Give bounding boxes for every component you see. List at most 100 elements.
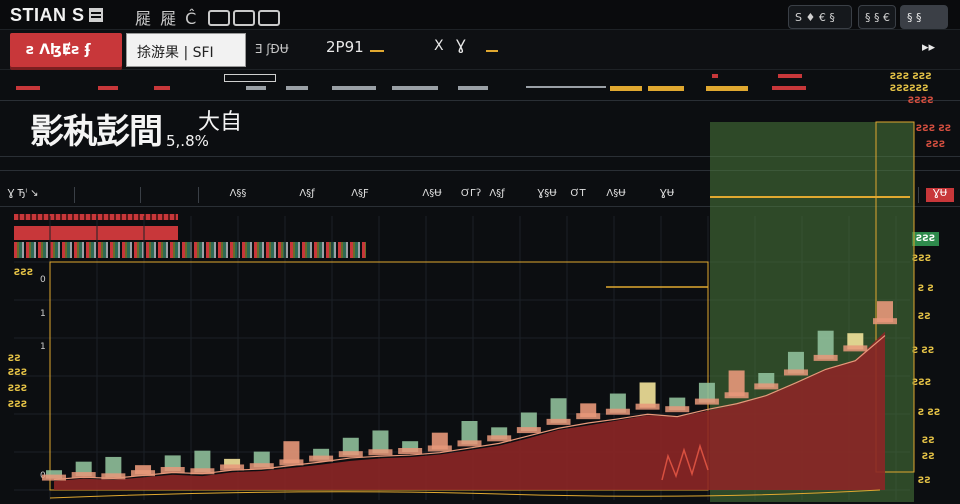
candle	[372, 430, 389, 454]
left-tag: ƧƧƧ	[14, 268, 34, 278]
right-tag: ƧƧƧ	[912, 378, 932, 388]
layout-icon[interactable]	[208, 10, 231, 26]
app-title: STIAN S	[10, 5, 103, 26]
ticker-row	[0, 84, 960, 100]
divider	[0, 100, 960, 101]
band-edge	[710, 196, 910, 198]
candle	[728, 370, 745, 397]
right-tag: ƧƧ	[918, 312, 931, 322]
candle-base	[843, 345, 868, 352]
divider	[0, 170, 960, 171]
tab-item[interactable]: ƠТ	[570, 188, 586, 199]
tab-item[interactable]: Ʌ§§	[229, 188, 247, 199]
candle	[520, 412, 537, 432]
candle	[847, 333, 864, 350]
settings-badge[interactable]: § §	[900, 5, 948, 29]
right-tag: ƧƧƧ ƧƧƧ	[890, 72, 933, 82]
ticker-mark	[286, 86, 308, 90]
top-bar: STIAN S 屣 屣 Ĉ S ♦ € § § § € § §	[0, 0, 960, 30]
ticker-mark	[154, 86, 170, 90]
candle-base	[71, 472, 96, 479]
candle	[313, 448, 330, 460]
candle-base	[694, 398, 719, 405]
ticker-mark	[712, 74, 718, 78]
grid-icon	[88, 8, 103, 22]
ticker-mark	[648, 86, 684, 91]
ticker-mark	[526, 86, 606, 88]
y-tick-label: 1	[40, 309, 46, 319]
filter-button[interactable]	[14, 226, 178, 240]
candle-base	[160, 467, 185, 473]
ticker-mark	[98, 86, 118, 90]
candle-base	[754, 383, 779, 390]
expand-icon[interactable]: ▸▸	[922, 40, 936, 55]
tab-item[interactable]: Ʌ§ƒ	[489, 188, 505, 199]
headline-value: 大自	[198, 110, 243, 135]
candle-base	[309, 455, 334, 462]
ticker-row	[0, 72, 960, 88]
price-change: Х Ɣ	[434, 38, 470, 54]
right-tag: ƧƧƧ	[912, 232, 940, 246]
last-price: 2P91	[326, 38, 364, 56]
headline-title: 影秇彭間	[30, 112, 163, 152]
tab-item[interactable]: ƔɄ	[659, 188, 675, 199]
candle-base	[398, 448, 423, 454]
tab-separator	[74, 187, 75, 203]
right-tag: Ƨ ƧƧ	[918, 408, 941, 418]
candle-base	[190, 468, 215, 475]
candle-base	[516, 427, 541, 434]
candle-base	[101, 473, 126, 480]
quote-badge[interactable]: § § €	[858, 5, 896, 29]
divider	[0, 206, 960, 207]
tab-item[interactable]: Ʌ§Ƒ	[351, 188, 369, 199]
sell-button[interactable]: ƨ ɅɮɆƨ ʄ	[10, 33, 122, 67]
right-tag: ƧƧƧ	[926, 140, 946, 150]
candle-base	[576, 413, 601, 420]
price-indicator	[370, 50, 384, 52]
candle-base	[457, 440, 482, 447]
right-tag: ƧƧƧƧ	[908, 96, 934, 106]
candle	[461, 421, 478, 445]
right-tag: ƧƧ	[918, 476, 931, 486]
ticker-mark	[610, 86, 642, 91]
candle-base	[131, 470, 156, 477]
tab-item[interactable]: Ʌ§Ʉ	[606, 188, 626, 199]
candle	[224, 458, 241, 469]
left-tag: ƧƧƧ	[8, 384, 28, 394]
candle-base	[813, 354, 838, 361]
ticker-mark	[332, 86, 376, 90]
tab-item[interactable]: Ɣ§Ʉ	[537, 188, 557, 199]
divider	[0, 156, 960, 157]
ticker-mark	[458, 86, 488, 90]
candle	[402, 441, 419, 452]
symbol-input[interactable]: 捈游果 | SFI	[126, 33, 246, 67]
ticker-mark	[778, 74, 802, 78]
candle	[342, 437, 359, 456]
tab-item-active[interactable]: ƔɄ	[926, 188, 954, 202]
quote-badge[interactable]: S ♦ € §	[788, 5, 852, 29]
ticker-mark	[392, 86, 438, 90]
candle-base	[546, 418, 571, 425]
candle-base	[873, 318, 897, 325]
filter-strip	[14, 214, 178, 220]
candle-base	[427, 445, 452, 452]
candle-base	[368, 449, 393, 456]
tab-item[interactable]: Ʌ§ƒ	[299, 188, 315, 199]
layout-icon[interactable]	[233, 10, 256, 26]
toolbar[interactable]: 屣 屣 Ĉ	[135, 5, 281, 29]
candle-base	[249, 463, 274, 470]
left-tag: ƧƧƧ	[8, 400, 28, 410]
candle-base	[279, 459, 304, 466]
tab-item[interactable]: Ʌ§Ʉ	[422, 188, 442, 199]
y-tick-label: 0	[40, 275, 46, 285]
candle-base	[665, 406, 690, 413]
right-tag: ƧƧƧƧƧƧ	[890, 84, 929, 94]
candle-base	[338, 451, 363, 458]
volume-line	[49, 489, 881, 499]
layout-icon[interactable]	[258, 10, 281, 26]
toolbar-label[interactable]: 屣 屣 Ĉ	[135, 9, 199, 28]
tab-item[interactable]: ƠГʔ	[460, 188, 482, 199]
candle	[817, 330, 834, 359]
tab-item[interactable]: Ɣ Ђˡ ↘	[7, 188, 39, 199]
